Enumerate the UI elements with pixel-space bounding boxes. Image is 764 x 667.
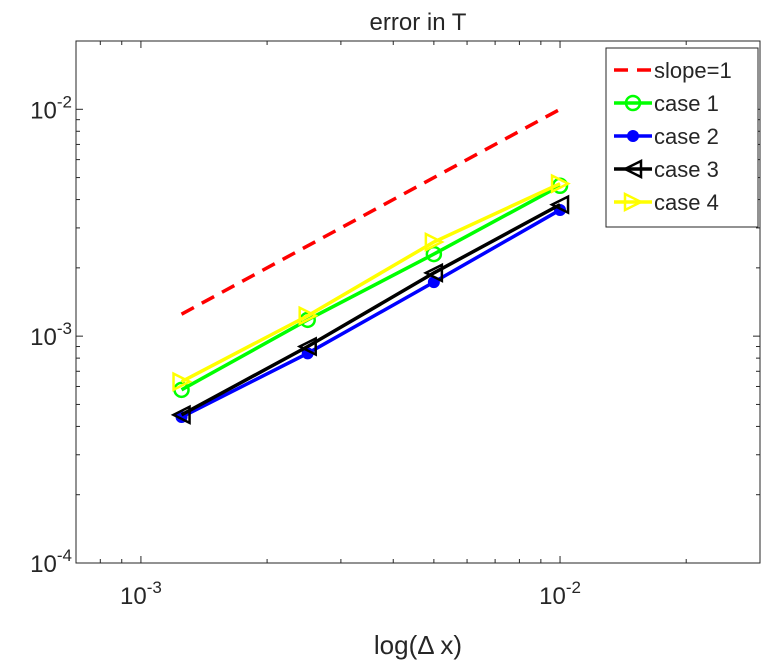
- y-tick-label-base: 10: [30, 324, 57, 351]
- y-tick-label: 10-3: [30, 319, 72, 351]
- series-4: [170, 194, 570, 425]
- data-point: [172, 371, 193, 392]
- legend-label: case 2: [654, 124, 719, 149]
- legend-label: case 4: [654, 190, 719, 215]
- series-line: [180, 203, 561, 417]
- chart-title: error in T: [370, 9, 467, 36]
- data-point: [550, 173, 571, 194]
- data-point: [424, 231, 445, 253]
- x-axis-label-suffix: x): [433, 630, 462, 660]
- series-3: [175, 203, 567, 424]
- data-point: [549, 194, 570, 215]
- data-point: [296, 336, 317, 357]
- legend-label: case 3: [654, 157, 719, 182]
- x-tick-label: 10-3: [120, 578, 162, 610]
- x-axis-label-symbol: Δ: [417, 630, 434, 660]
- y-tick-label: 10-2: [30, 92, 72, 124]
- data-point: [622, 158, 643, 180]
- legend-item: case 2: [614, 124, 719, 149]
- series-line: [180, 107, 561, 316]
- legend: slope=1 case 1 case 2 case 3 case 4: [605, 47, 759, 228]
- y-tick-label-exponent: -3: [57, 319, 72, 338]
- legend-item: case 3: [614, 157, 719, 182]
- legend-item: slope=1: [614, 58, 732, 83]
- x-tick-label: 10-2: [539, 578, 581, 610]
- y-tick-label-exponent: -4: [57, 546, 72, 565]
- series-line: [180, 182, 561, 384]
- series-line: [180, 184, 561, 392]
- data-point: [627, 130, 639, 142]
- legend-label: case 1: [654, 91, 719, 116]
- y-tick-label: 10-4: [30, 546, 72, 578]
- x-tick-label-base: 10: [120, 583, 147, 610]
- legend-item: case 1: [614, 91, 719, 116]
- x-tick-label-exponent: -2: [566, 578, 581, 597]
- series-1: [180, 107, 561, 316]
- y-tick-label-base: 10: [30, 551, 57, 578]
- series-5: [172, 173, 571, 392]
- x-tick-label-exponent: -3: [147, 578, 162, 597]
- legend-item: case 4: [614, 190, 719, 215]
- data-point: [423, 262, 444, 283]
- data-point: [624, 94, 642, 112]
- data-point: [170, 404, 191, 425]
- data-point: [298, 305, 319, 326]
- x-axis-label-prefix: log(: [374, 630, 418, 660]
- legend-label: slope=1: [654, 58, 732, 83]
- series-layer: [170, 107, 571, 425]
- series-line: [180, 208, 561, 419]
- y-tick-label-exponent: -2: [57, 92, 72, 111]
- plot-frame: [75, 40, 761, 564]
- data-point: [623, 191, 644, 213]
- axes: 10-3 10-210-410-310-2: [30, 40, 761, 610]
- x-tick-label-base: 10: [539, 583, 566, 610]
- x-axis-label: log(Δ x): [374, 630, 462, 660]
- y-tick-label-base: 10: [30, 97, 57, 124]
